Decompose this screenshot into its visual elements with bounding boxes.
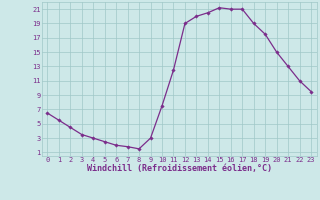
X-axis label: Windchill (Refroidissement éolien,°C): Windchill (Refroidissement éolien,°C): [87, 164, 272, 173]
